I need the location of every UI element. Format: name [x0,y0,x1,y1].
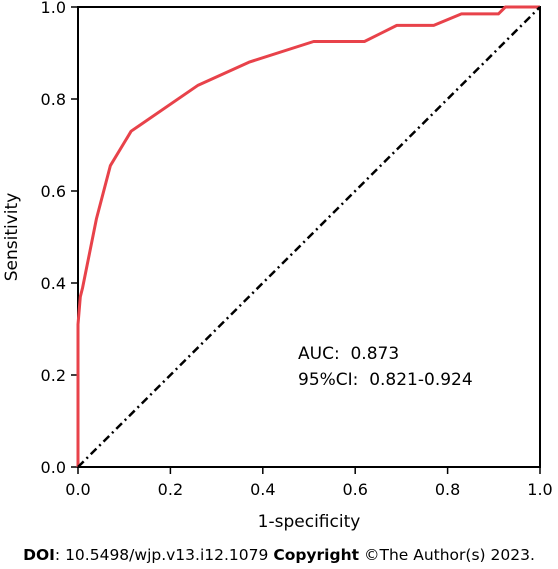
x-tick-label: 0.8 [435,480,460,499]
doi-label: DOI [23,545,55,564]
y-tick-label: 0.2 [41,366,66,385]
y-tick-label: 1.0 [41,0,66,17]
y-tick-label: 0.4 [41,274,66,293]
x-tick-label: 0.4 [250,480,275,499]
roc-chart: 0.0 0.2 0.4 0.6 0.8 1.0 0.0 0.2 0.4 0.6 0.8 1.0 Sen… [2,0,553,532]
x-tick-label: 0.0 [65,480,90,499]
copyright-value: ©The Author(s) 2023. [359,545,535,564]
y-tick-label: 0.6 [41,182,66,201]
figure-footer: DOI : 10.5498/wjp.v13.i12.1079 Copyright… [0,540,558,569]
doi-value: : 10.5498/wjp.v13.i12.1079 [54,545,269,564]
y-axis-label: Sensitivity [2,193,22,282]
ci-annotation: 95%CI: 0.821-0.924 [298,370,473,390]
plot-frame [77,6,541,468]
y-tick-label: 0.0 [41,458,66,477]
copyright-label: Copyright [273,545,360,564]
x-axis-label: 1-specificity [258,512,361,532]
auc-annotation: AUC: 0.873 [298,344,399,364]
roc-curve [76,5,540,467]
x-tick-label: 0.2 [158,480,183,499]
plot-area: 0.0 0.2 0.4 0.6 0.8 1.0 0.0 0.2 0.4 0.6 0.8 1.0 [41,0,553,499]
y-tick-label: 0.8 [41,90,66,109]
x-tick-label: 1.0 [527,480,552,499]
x-tick-label: 0.6 [342,480,367,499]
reference-diagonal-line [77,6,541,468]
